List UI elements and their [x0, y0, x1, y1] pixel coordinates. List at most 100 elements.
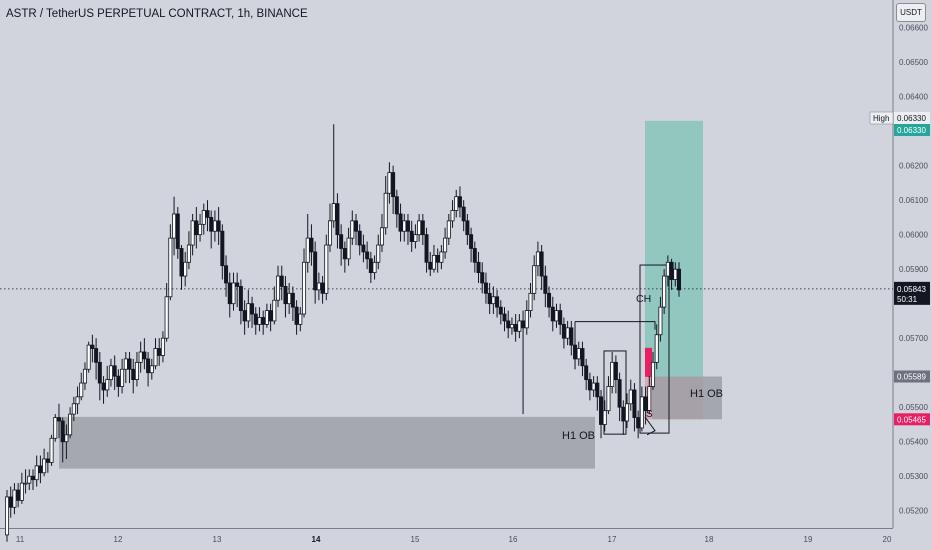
price-tick-label: 0.06000 — [899, 231, 928, 240]
price-tick-label: 0.06600 — [899, 24, 928, 33]
candle-body — [651, 361, 656, 387]
candle-body — [23, 482, 28, 485]
candle-body — [116, 375, 121, 387]
candle-body — [599, 396, 604, 425]
candle-body — [361, 244, 366, 253]
candle-body — [112, 365, 117, 377]
candle-body — [554, 310, 559, 322]
candle-body — [224, 265, 229, 284]
candle-body — [94, 348, 99, 363]
candle-body — [279, 275, 284, 287]
candle-body — [383, 192, 388, 229]
candle-body — [450, 210, 455, 222]
candle-body — [320, 282, 325, 294]
price-axis-area — [893, 0, 932, 550]
candle-body — [443, 237, 448, 253]
candle-body — [305, 237, 310, 263]
candle-body — [632, 389, 637, 418]
candle-body — [587, 379, 592, 391]
candle-body — [677, 268, 682, 291]
candle-body — [16, 489, 21, 501]
candle-body — [264, 310, 269, 325]
candle-body — [164, 296, 169, 339]
candle-body — [532, 265, 537, 294]
stop-value-tag: 0.05465 — [894, 413, 930, 426]
price-tick-label: 0.05500 — [899, 403, 928, 412]
candle-body — [353, 220, 358, 232]
candle-body — [394, 196, 399, 215]
time-tick-label: 19 — [804, 535, 813, 544]
candle-body — [146, 358, 151, 374]
candle-body — [123, 358, 128, 370]
candle-body — [613, 361, 618, 381]
candle-body — [257, 317, 262, 325]
entry-value-tag: 0.05589 — [894, 370, 930, 383]
candle-body — [53, 417, 58, 439]
time-tick-label: 14 — [312, 535, 321, 544]
candle-body — [506, 320, 511, 329]
candle-body — [539, 251, 544, 277]
entry-marker — [645, 347, 652, 377]
candle-body — [673, 268, 678, 280]
candle-body — [376, 244, 381, 263]
candle-body — [38, 465, 43, 474]
candle-body — [446, 220, 451, 239]
candle-body — [465, 220, 470, 236]
candle-body — [324, 244, 329, 294]
candle-body — [71, 403, 76, 415]
candle-body — [342, 248, 347, 260]
candle-body — [495, 296, 500, 308]
structure-box-1 — [603, 350, 627, 435]
price-tick-label: 0.05400 — [899, 438, 928, 447]
candle-body — [276, 275, 281, 301]
currency-button[interactable]: USDT — [896, 3, 926, 22]
candle-body — [331, 203, 336, 222]
price-tick-label: 0.06200 — [899, 162, 928, 171]
candle-body — [547, 292, 552, 308]
order-block-zone-left — [59, 416, 595, 469]
candle-body — [298, 313, 303, 325]
candle-body — [105, 379, 110, 391]
candle-body — [439, 251, 444, 263]
candle-body — [621, 406, 626, 422]
candle-body — [617, 379, 622, 408]
candle-body — [565, 327, 570, 339]
candle-body — [647, 386, 652, 412]
high-value-tag: 0.06330 — [894, 112, 930, 124]
price-tick-label: 0.05300 — [899, 472, 928, 481]
price-tick-label: 0.06100 — [899, 196, 928, 205]
candle-body — [198, 223, 203, 236]
candle-body — [216, 220, 221, 232]
candle-body — [591, 382, 596, 391]
candle-body — [469, 234, 474, 249]
candle-body — [521, 320, 526, 329]
candle-body — [561, 323, 566, 339]
candle-body — [97, 361, 102, 384]
candle-body — [12, 489, 17, 508]
candle-body — [368, 258, 373, 274]
candle-body — [379, 227, 384, 246]
candle-body — [108, 365, 113, 381]
target-value-tag-bg — [894, 124, 930, 136]
candle-body — [409, 230, 414, 242]
candle-body — [45, 458, 50, 463]
time-tick-label: 16 — [509, 535, 518, 544]
candle-body — [272, 299, 277, 322]
candle-body — [669, 261, 674, 280]
candle-body — [509, 323, 514, 329]
candle-body — [86, 344, 91, 370]
candle-body — [491, 296, 496, 305]
candle-body — [242, 310, 247, 322]
candle-body — [60, 420, 65, 443]
choch-label: CH — [636, 293, 651, 305]
candle-body — [431, 254, 436, 270]
candle-body — [457, 196, 462, 208]
candle-body — [82, 368, 87, 384]
candle-body — [402, 220, 407, 232]
candle-body — [179, 248, 184, 277]
candle-body — [194, 220, 199, 236]
candle-body — [68, 413, 73, 436]
candle-body — [569, 327, 574, 346]
candle-body — [42, 458, 47, 474]
